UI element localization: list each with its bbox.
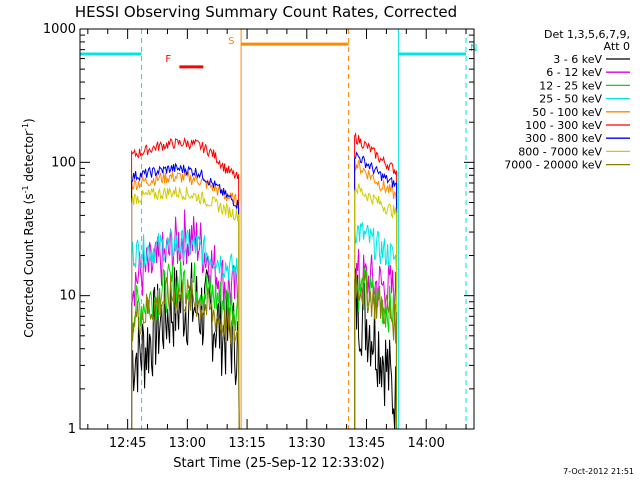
series-line [354, 159, 398, 430]
series-line [131, 136, 240, 430]
legend-label: 300 - 800 keV [525, 132, 602, 145]
series-lines [131, 132, 398, 430]
series-line [131, 186, 240, 430]
series-line [131, 228, 240, 430]
y-tick-label: 100 [51, 155, 76, 170]
legend-label: 25 - 50 keV [539, 93, 602, 106]
y-tick-label: 1000 [43, 22, 76, 37]
x-tick-label: 13:00 [169, 436, 206, 451]
legend-label: 7000 - 20000 keV [504, 159, 602, 172]
y-axis: 1 10 100 1000 [43, 22, 474, 437]
legend-label: 50 - 100 keV [532, 106, 602, 119]
footer-timestamp: 7-Oct-2012 21:51 [563, 467, 634, 476]
legend-header: Det 1,3,5,6,7,9, [544, 28, 630, 41]
legend-label: 12 - 25 keV [539, 79, 602, 92]
x-tick-label: 14:00 [407, 436, 444, 451]
series-line [354, 269, 398, 430]
series-line [131, 262, 240, 430]
x-axis-label: Start Time (25-Sep-12 12:33:02) [173, 456, 384, 471]
y-tick-label: 1 [68, 422, 76, 437]
x-tick-label: 13:30 [288, 436, 325, 451]
chart-title: HESSI Observing Summary Count Rates, Cor… [75, 3, 457, 21]
legend-attenuator: Att 0 [604, 40, 630, 53]
y-axis-label: Corrected Count Rate (s-1 detector-1) [21, 118, 36, 337]
series-line [354, 268, 398, 430]
x-tick-label: 13:45 [348, 436, 385, 451]
saa-label: S [228, 36, 234, 47]
legend-label: 6 - 12 keV [546, 66, 602, 79]
series-line [354, 222, 398, 430]
x-tick-label: 12:45 [109, 436, 146, 451]
x-axis: 12:45 13:00 13:15 13:30 13:45 14:00 [87, 29, 467, 451]
series-line [354, 267, 398, 430]
legend-label: 800 - 7000 keV [518, 145, 602, 158]
series-line [131, 162, 240, 430]
series-line [354, 151, 398, 430]
legend-label: 3 - 6 keV [553, 53, 602, 66]
flare-label: F [165, 54, 171, 65]
series-line [131, 275, 240, 430]
series-line [131, 260, 240, 430]
legend-label: 100 - 300 keV [525, 119, 602, 132]
series-line [354, 132, 398, 430]
series-line [354, 183, 398, 430]
x-tick-label: 13:15 [228, 436, 265, 451]
y-tick-label: 10 [59, 289, 76, 304]
plot-frame [79, 28, 475, 430]
